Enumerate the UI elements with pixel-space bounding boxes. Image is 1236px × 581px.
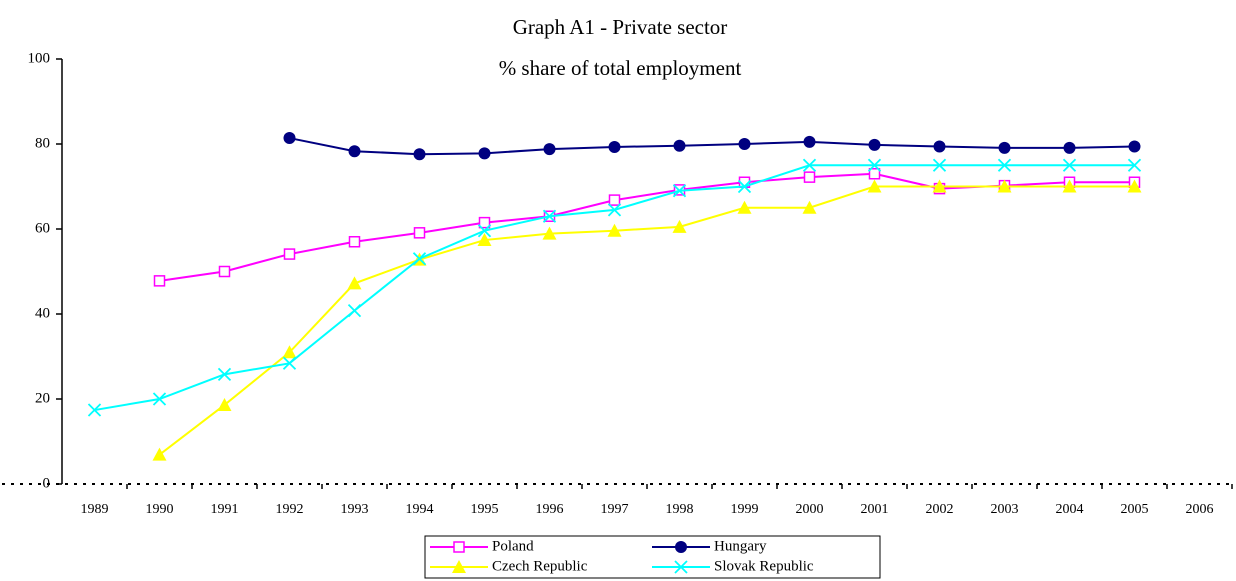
marker — [87, 403, 102, 417]
y-tick-label: 80 — [35, 135, 50, 151]
x-tick-label: 1992 — [276, 502, 304, 517]
marker — [282, 345, 297, 359]
x-tick-label: 1998 — [666, 502, 694, 517]
legend-box — [424, 535, 881, 579]
legend-label: Czech Republic — [492, 558, 588, 574]
marker — [1063, 141, 1076, 154]
y-tick-label: 20 — [35, 390, 50, 406]
marker — [1062, 158, 1077, 172]
marker — [672, 219, 687, 233]
y-tick-label: 40 — [35, 305, 50, 321]
marker — [1062, 179, 1077, 193]
marker — [413, 227, 426, 239]
marker — [675, 541, 687, 553]
y-tick-label: 100 — [28, 50, 51, 66]
x-tick-label: 1991 — [211, 502, 239, 517]
marker — [1127, 158, 1142, 172]
x-tick-label: 1997 — [601, 502, 629, 517]
marker — [608, 140, 621, 153]
marker — [868, 168, 881, 180]
marker — [413, 148, 426, 161]
x-tick-label: 2003 — [991, 502, 1019, 517]
x-tick-label: 1994 — [406, 502, 434, 517]
marker — [997, 179, 1012, 193]
marker — [997, 158, 1012, 172]
x-tick-label: 1989 — [81, 502, 109, 517]
series-line — [159, 172, 1135, 282]
x-tick-label: 1993 — [341, 502, 369, 517]
marker — [477, 233, 492, 247]
x-tick-label: 2001 — [861, 502, 889, 517]
marker — [868, 138, 881, 151]
series-line — [158, 185, 1135, 456]
chart-subtitle: % share of total employment — [499, 56, 742, 80]
marker — [347, 276, 362, 290]
marker — [542, 209, 557, 223]
marker — [802, 158, 817, 172]
marker — [1128, 140, 1141, 153]
marker — [152, 392, 167, 406]
marker — [867, 179, 882, 193]
marker — [932, 179, 947, 193]
x-tick-label: 1999 — [731, 502, 759, 517]
x-tick-label: 2002 — [926, 502, 954, 517]
marker — [282, 356, 297, 370]
marker — [607, 203, 622, 217]
marker — [803, 135, 816, 148]
marker — [607, 223, 622, 237]
y-tick-label: 60 — [35, 220, 50, 236]
marker — [217, 397, 232, 411]
marker — [608, 194, 621, 206]
x-tick-label: 1995 — [471, 502, 499, 517]
x-tick-label: 1990 — [146, 502, 174, 517]
marker — [477, 224, 492, 238]
marker — [348, 145, 361, 158]
marker — [153, 275, 166, 287]
marker — [737, 179, 752, 194]
marker — [737, 200, 752, 214]
marker — [217, 367, 232, 381]
marker — [478, 216, 491, 229]
marker — [348, 236, 361, 248]
marker — [218, 265, 231, 278]
marker — [672, 184, 687, 198]
marker — [452, 560, 466, 573]
marker — [867, 158, 882, 172]
marker — [152, 447, 167, 461]
x-tick-label: 2005 — [1121, 502, 1149, 517]
marker — [998, 141, 1011, 154]
marker — [673, 139, 686, 152]
marker — [453, 541, 465, 553]
chart-title: Graph A1 - Private sector — [513, 15, 728, 39]
x-tick-label: 2004 — [1056, 502, 1084, 517]
y-tick-label: 0 — [43, 475, 51, 491]
marker — [283, 248, 296, 260]
marker — [283, 132, 296, 145]
marker — [478, 147, 491, 160]
marker — [933, 140, 946, 153]
marker — [542, 226, 557, 240]
x-tick-label: 2000 — [796, 502, 824, 517]
marker — [803, 171, 816, 183]
x-tick-label: 1996 — [536, 502, 564, 517]
legend-label: Hungary — [714, 538, 767, 554]
marker — [932, 158, 947, 172]
marker — [543, 143, 556, 156]
marker — [674, 560, 688, 574]
legend-label: Slovak Republic — [714, 558, 814, 574]
marker — [738, 138, 751, 150]
x-tick-label: 2006 — [1186, 502, 1214, 517]
marker — [802, 200, 817, 214]
marker — [412, 252, 427, 266]
series-line — [289, 137, 1135, 156]
marker — [347, 303, 362, 318]
marker — [1127, 179, 1142, 193]
legend-label: Poland — [492, 538, 534, 554]
